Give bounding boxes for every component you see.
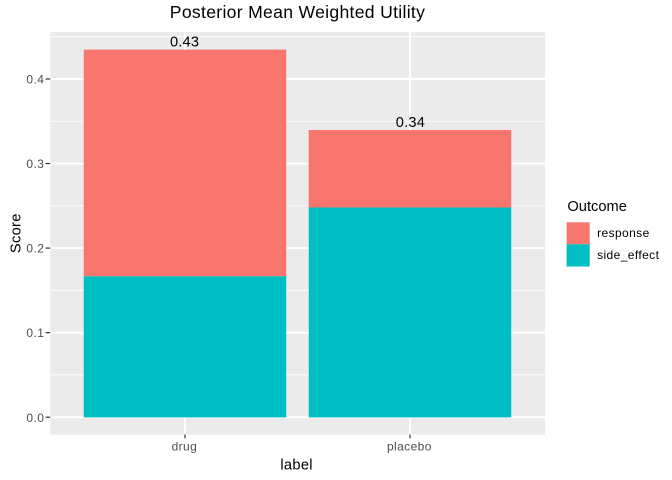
svg-text:0.4: 0.4	[26, 73, 44, 87]
svg-text:0.2: 0.2	[26, 242, 44, 256]
svg-text:0.43: 0.43	[170, 35, 199, 51]
svg-text:drug: drug	[172, 439, 198, 453]
svg-text:0.1: 0.1	[26, 326, 44, 340]
svg-text:Outcome: Outcome	[567, 199, 626, 215]
svg-text:side_effect: side_effect	[597, 248, 659, 262]
svg-text:0.34: 0.34	[396, 115, 425, 131]
svg-text:response: response	[597, 226, 650, 240]
svg-text:Score: Score	[8, 213, 24, 253]
svg-text:label: label	[280, 457, 312, 473]
svg-text:0.0: 0.0	[26, 411, 44, 425]
svg-text:Posterior Mean Weighted Utilit: Posterior Mean Weighted Utility	[170, 2, 425, 22]
svg-text:placebo: placebo	[387, 439, 432, 453]
svg-text:0.3: 0.3	[26, 157, 44, 171]
